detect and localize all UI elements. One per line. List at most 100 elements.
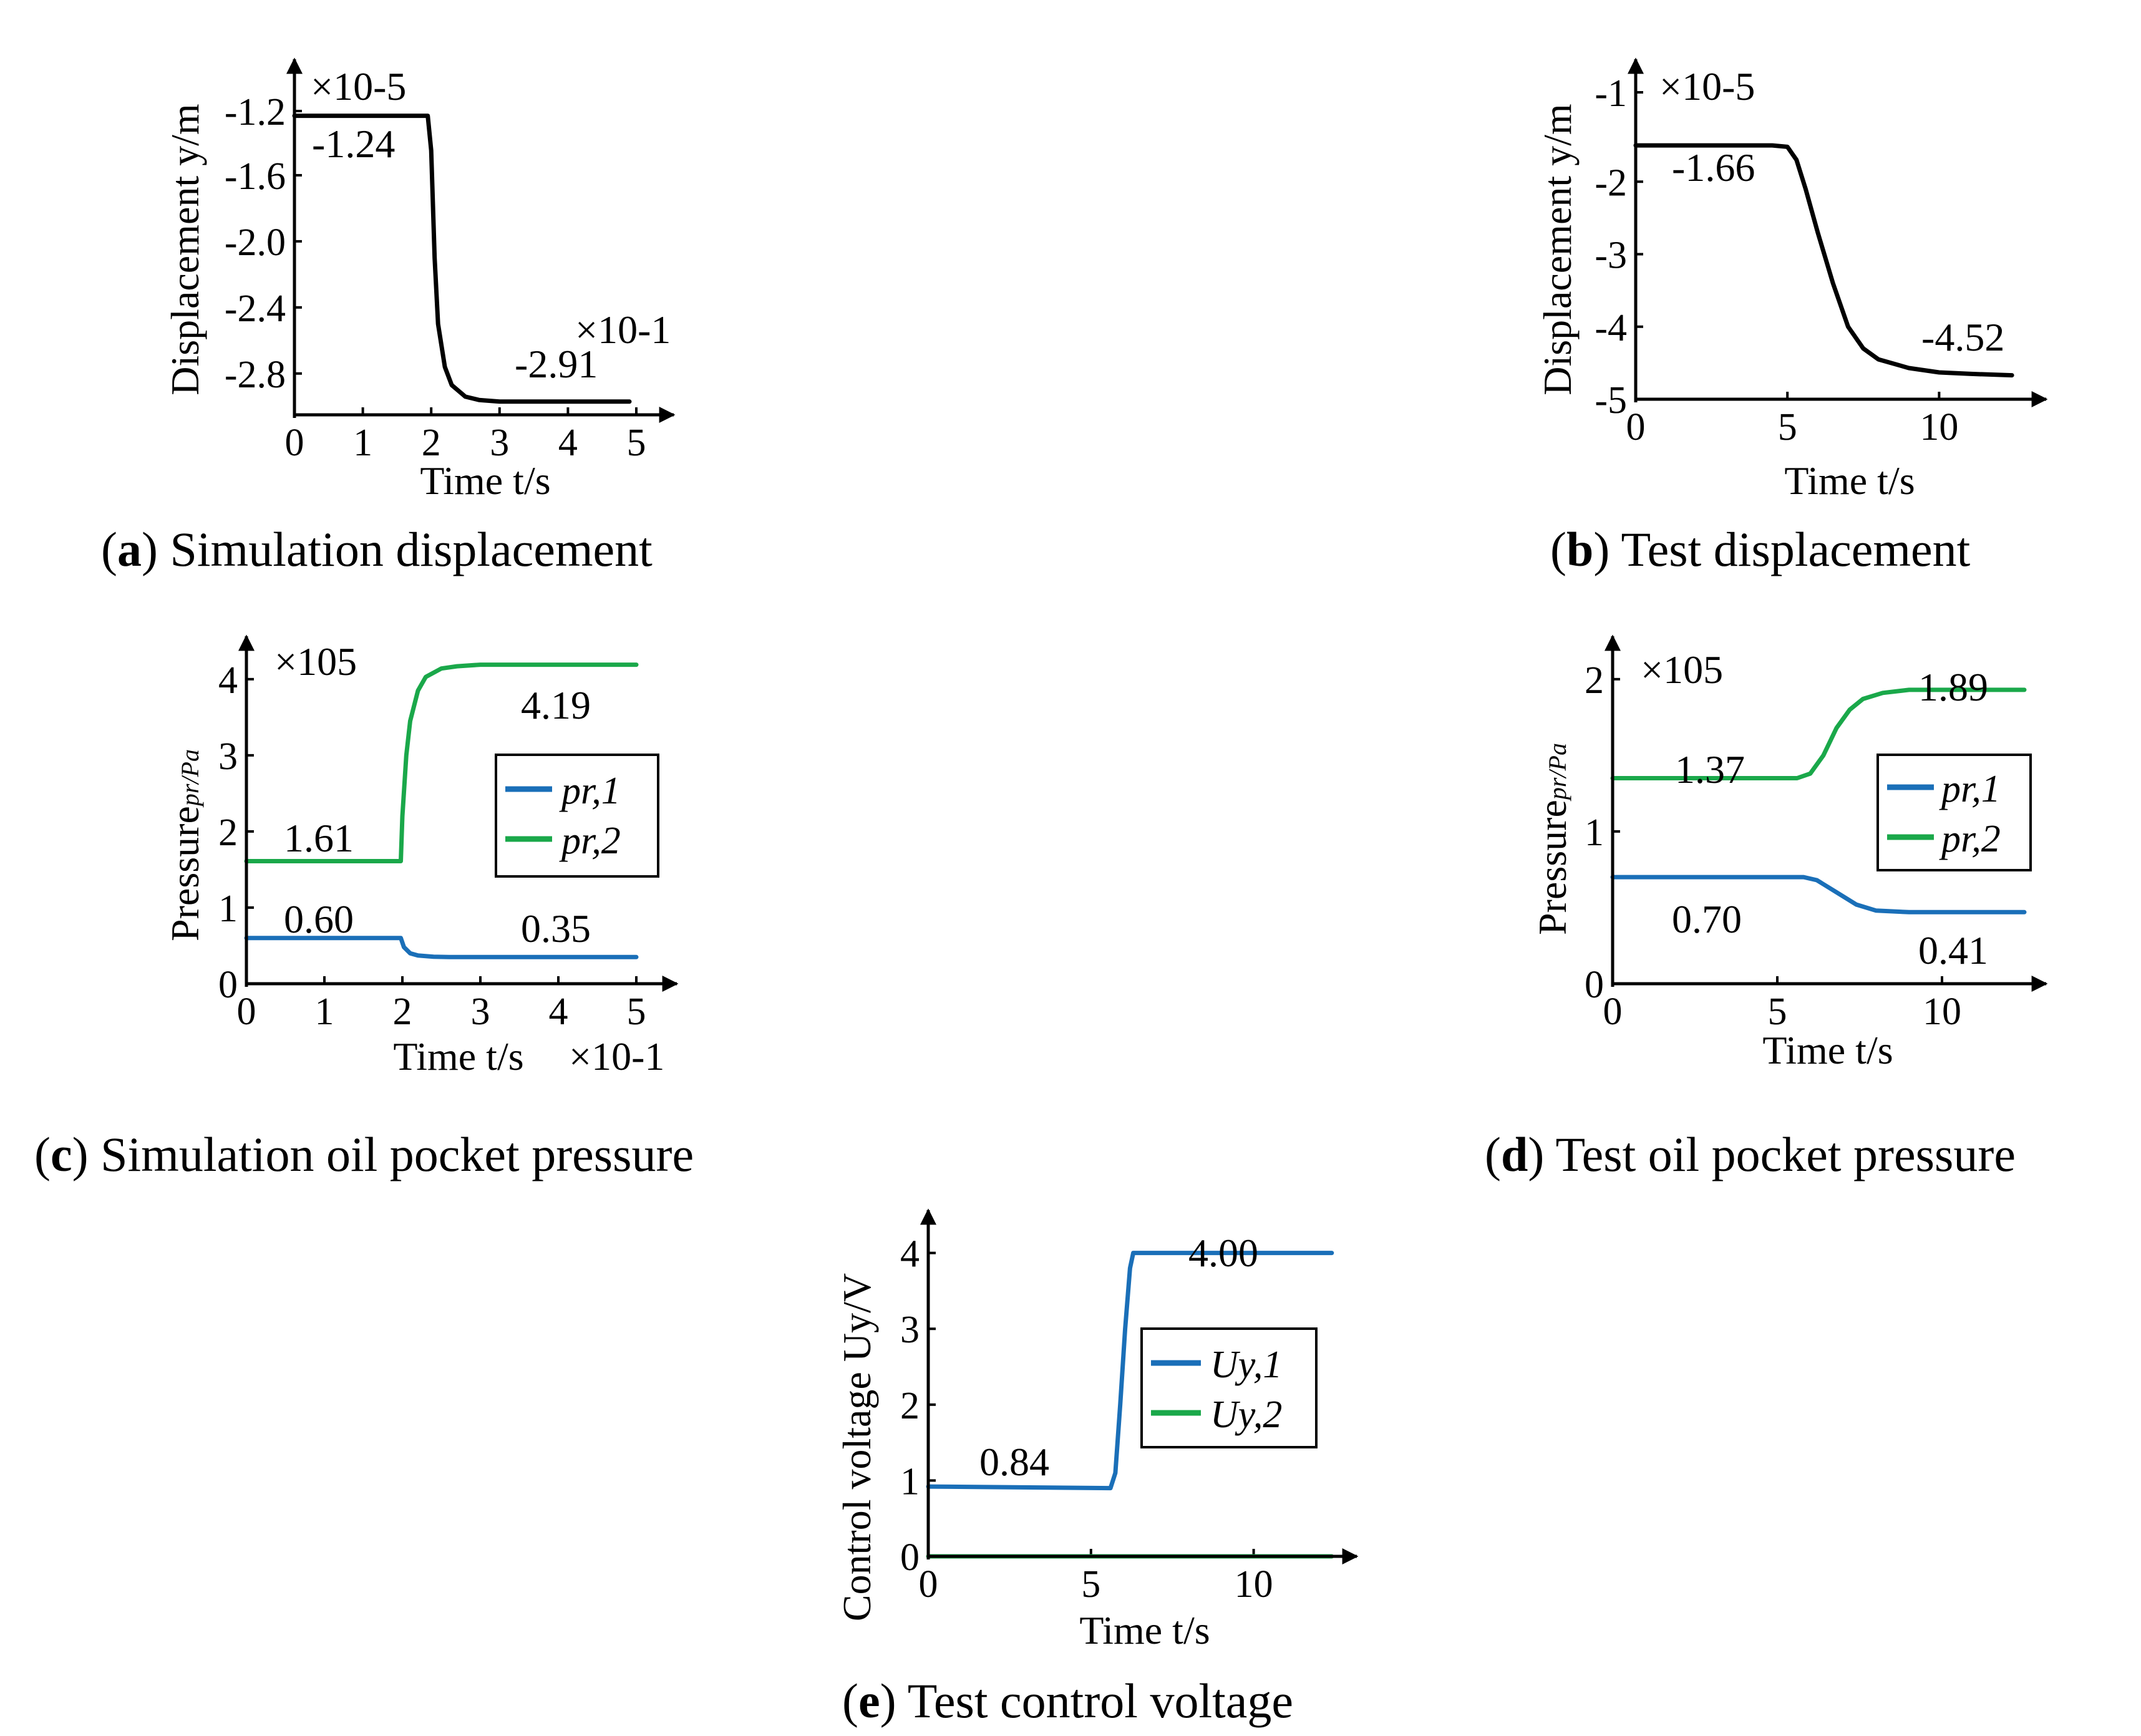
panel-d-ylabel-main: Pressure [1530, 800, 1575, 935]
panel-b-ylabel: Displacement y/m [1535, 104, 1580, 395]
caption-c-letter: c [50, 1127, 72, 1181]
panel-b-ytick-label: -3 [1595, 235, 1627, 277]
panel-e-legend: Uy,1 Uy,2 [1140, 1327, 1318, 1448]
panel-c-xlabel: Time t/s [393, 1034, 523, 1079]
panel-e-xtick-label: 5 [1081, 1563, 1100, 1606]
panel-a-x-exponent: ×10-1 [575, 308, 671, 352]
caption-a-letter: a [117, 522, 142, 576]
panel-b-ytick-label: -1 [1595, 72, 1627, 115]
panel-e-ylabel: Control voltage Uy/V [835, 1273, 879, 1621]
panel-d-y-exponent: ×105 [1641, 647, 1723, 692]
panel-c-series-2-line [244, 662, 639, 863]
panel-a-ytick-label: -1.2 [225, 91, 286, 133]
panel-c-ytick-label: 0 [218, 964, 238, 1006]
panel-e-series-1-line [926, 1251, 1334, 1491]
panel-b-ytick-label: -2 [1595, 162, 1627, 204]
panel-c-series-1-line [244, 936, 639, 959]
panel-c-legend-label-2: pr,2 [559, 820, 621, 862]
panel-e: Control voltage Uy/V 0 5 10 0 1 2 3 4 4.00 0.84… [835, 1208, 1359, 1652]
panel-a-annotation-start: -1.24 [312, 122, 395, 166]
panel-c-legend-label-1: pr,1 [559, 770, 621, 812]
panel-d-ytick-label: 0 [1585, 964, 1604, 1006]
panel-c-ytick-label: 4 [218, 659, 238, 702]
panel-c: Pressurepr/Pa ×105 ×10-1 0 1 2 3 4 5 0 1 2 3 4 4.1… [163, 634, 679, 1079]
caption-e: (e) Test control voltage [842, 1674, 1294, 1728]
panel-d-annotation-p2-start: 1.37 [1675, 747, 1745, 792]
panel-b-annotation-end: -4.52 [1921, 315, 2004, 359]
panel-c-xtick-label: 5 [627, 991, 646, 1033]
panel-e-legend-label-1: Uy,1 [1210, 1344, 1282, 1386]
panel-a-ylabel: Displacement y/m [163, 104, 207, 395]
panel-b-xtick-label: 5 [1778, 406, 1797, 449]
panel-e-xtick-label: 0 [919, 1563, 938, 1606]
panel-a-ytick-label: -2.8 [225, 354, 286, 396]
panel-d-series-2-line [1610, 687, 2027, 780]
panel-d-ytick-label: 2 [1585, 659, 1604, 702]
caption-c: (c) Simulation oil pocket pressure [34, 1127, 694, 1181]
panel-d-xtick-label: 5 [1768, 991, 1787, 1033]
panel-c-legend-box [495, 754, 659, 878]
panel-c-annotation-p1-start: 0.60 [284, 897, 354, 941]
panel-d-annotation-p2-end: 1.89 [1918, 665, 1988, 709]
panel-e-ytick-label: 1 [900, 1460, 920, 1503]
panel-a-ytick-label: -1.6 [225, 155, 286, 198]
panel-a-xtick-label: 2 [422, 422, 441, 464]
panel-c-xtick-label: 1 [315, 991, 334, 1033]
panel-a-xtick-label: 1 [353, 422, 372, 464]
panel-c-annotation-p1-end: 0.35 [521, 906, 591, 951]
caption-b-letter: b [1566, 522, 1594, 576]
panel-b-ytick-label: -5 [1595, 379, 1627, 422]
panel-d-legend: pr,1 pr,2 [1876, 754, 2032, 871]
panel-b-series-1-line [1633, 143, 2014, 378]
caption-c-text: Simulation oil pocket pressure [100, 1127, 694, 1181]
panel-c-ytick-label: 1 [218, 888, 238, 930]
panel-b: Displacement y/m ×10-5 0 5 10 -1 -2 -3 -4 -5 -1… [1535, 57, 2048, 503]
panel-e-annotation-end: 4.00 [1188, 1231, 1258, 1275]
panel-e-ytick-label: 2 [900, 1385, 920, 1427]
panel-c-annotation-p2-start: 1.61 [284, 816, 354, 860]
panel-d-ylabel: Pressurepr/Pa [1530, 743, 1575, 935]
panel-d-ytick-label: 1 [1585, 812, 1604, 854]
panel-a-annotation-end: -2.91 [515, 342, 598, 386]
panel-d-xtick-label: 0 [1603, 991, 1623, 1033]
caption-b: (b) Test displacement [1550, 522, 1971, 576]
panel-d-series-1-line [1610, 875, 2027, 914]
panel-a-series-1-line [292, 114, 632, 404]
caption-e-text: Test control voltage [907, 1674, 1294, 1728]
panel-a-xtick-label: 0 [285, 422, 304, 464]
panel-c-annotation-p2-end: 4.19 [521, 683, 591, 727]
panel-e-xlabel: Time t/s [1079, 1608, 1210, 1652]
panel-c-ylabel-unit: pr/Pa [176, 749, 204, 808]
panel-a-y-exponent: ×10-5 [311, 64, 406, 109]
panel-c-xtick-label: 0 [237, 991, 256, 1033]
panel-b-xtick-label: 0 [1626, 406, 1646, 449]
panel-d-legend-box [1876, 754, 2032, 871]
panel-a: Displacement y/m ×10-5 ×10-1 0 1 2 3 4 5-1.2-… [163, 57, 676, 503]
panel-d-legend-label-1: pr,1 [1939, 768, 2001, 810]
panel-b-ytick-label: -4 [1595, 307, 1627, 349]
panel-b-y-exponent: ×10-5 [1659, 64, 1755, 109]
panel-d-annotation-p1-start: 0.70 [1672, 897, 1742, 941]
panel-d-ylabel-unit: pr/Pa [1543, 743, 1571, 802]
panel-d-xtick-label: 10 [1923, 991, 1961, 1033]
caption-b-text: Test displacement [1621, 522, 1971, 576]
panel-c-x-exponent: ×10-1 [569, 1034, 664, 1079]
panel-c-xtick-label: 3 [471, 991, 490, 1033]
panel-d: Pressurepr/Pa ×105 0 5 10 0 1 2 1.89 1.37 0.7… [1530, 634, 2048, 1072]
panel-e-legend-box [1140, 1327, 1318, 1448]
panel-e-ytick-label: 4 [900, 1233, 920, 1276]
caption-d-text: Test oil pocket pressure [1555, 1127, 2016, 1181]
panel-c-xtick-label: 4 [549, 991, 568, 1033]
panel-c-ytick-label: 2 [218, 812, 238, 854]
panel-a-ytick-label: -2.0 [225, 221, 286, 264]
caption-d-letter: d [1500, 1127, 1528, 1181]
panel-b-annotation-start: -1.66 [1672, 145, 1755, 190]
panel-c-ytick-label: 3 [218, 735, 238, 778]
panel-c-ylabel-main: Pressure [163, 806, 207, 941]
panel-d-xlabel: Time t/s [1762, 1028, 1893, 1072]
panel-e-legend-label-2: Uy,2 [1210, 1394, 1282, 1436]
panel-a-xlabel: Time t/s [420, 458, 550, 503]
panel-e-ytick-label: 3 [900, 1309, 920, 1351]
panel-c-ylabel: Pressurepr/Pa [163, 749, 207, 941]
